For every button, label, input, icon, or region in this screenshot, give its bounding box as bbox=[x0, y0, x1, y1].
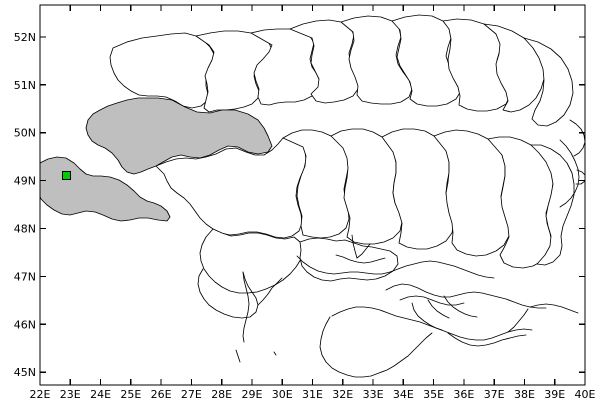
coastline-segment bbox=[385, 283, 499, 298]
coastline-segment bbox=[443, 295, 478, 318]
longitude-label: 25E bbox=[120, 388, 141, 400]
oblast-boundaries bbox=[109, 14, 575, 294]
coastline-segment bbox=[273, 351, 277, 356]
oblast-region[interactable] bbox=[523, 37, 574, 127]
longitude-label: 29E bbox=[241, 388, 262, 400]
longitude-label: 30E bbox=[272, 388, 293, 400]
coastline-segment bbox=[529, 303, 579, 314]
coastline-segment bbox=[399, 295, 465, 306]
longitude-label: 35E bbox=[423, 388, 444, 400]
latitude-label: 48N bbox=[14, 223, 36, 236]
coastline-segment bbox=[447, 332, 527, 347]
coastline-segment bbox=[235, 349, 241, 363]
coastline-segment bbox=[559, 139, 580, 208]
longitude-label: 28E bbox=[211, 388, 232, 400]
geography-layer bbox=[36, 14, 585, 378]
coastline-segment bbox=[497, 296, 547, 309]
map-frame bbox=[39, 4, 586, 386]
coastline-layer bbox=[197, 119, 585, 378]
oblast-region[interactable] bbox=[155, 134, 307, 239]
coastline-segment bbox=[507, 308, 529, 333]
coastline-segment bbox=[356, 243, 371, 259]
site-marker[interactable] bbox=[62, 171, 71, 180]
latitude-label: 50N bbox=[14, 127, 36, 140]
coastline-segment bbox=[257, 277, 283, 306]
coastline-segment bbox=[351, 234, 358, 259]
coastline-segment bbox=[575, 169, 585, 185]
longitude-tick-labels: 22E 23E 24E 25E 26E 27E 28E 29E 30E 31E 32E 33E 34E 3… bbox=[30, 388, 596, 400]
site-marker-layer[interactable] bbox=[62, 171, 71, 180]
longitude-label: 22E bbox=[30, 388, 51, 400]
latitude-tick-labels: 45N 46N 47N 48N 49N 50N 51N 52N bbox=[14, 31, 36, 379]
oblast-region[interactable] bbox=[199, 228, 304, 294]
longitude-label: 34E bbox=[393, 388, 414, 400]
coastline-segment bbox=[427, 299, 450, 319]
latitude-label: 49N bbox=[14, 175, 36, 188]
latitude-label: 47N bbox=[14, 270, 36, 283]
latitude-label: 45N bbox=[14, 366, 36, 379]
oblast-region[interactable] bbox=[530, 144, 575, 266]
coastline-segment bbox=[319, 316, 433, 378]
longitude-label: 39E bbox=[544, 388, 565, 400]
coastline-segment bbox=[242, 271, 250, 343]
longitude-label: 32E bbox=[332, 388, 353, 400]
longitude-label: 26E bbox=[151, 388, 172, 400]
lviv-oblast[interactable] bbox=[85, 97, 273, 175]
longitude-label: 33E bbox=[363, 388, 384, 400]
latitude-label: 46N bbox=[14, 318, 36, 331]
coastline-segment bbox=[335, 254, 386, 264]
longitude-label: 38E bbox=[514, 388, 535, 400]
longitude-label: 40E bbox=[575, 388, 596, 400]
latitude-label: 51N bbox=[14, 79, 36, 92]
coastline-segment bbox=[331, 306, 533, 341]
zakarpattia-oblast[interactable] bbox=[36, 156, 171, 222]
longitude-label: 23E bbox=[60, 388, 81, 400]
highlighted-oblasts bbox=[36, 97, 273, 222]
longitude-label: 24E bbox=[90, 388, 111, 400]
longitude-label: 31E bbox=[302, 388, 323, 400]
longitude-label: 27E bbox=[181, 388, 202, 400]
longitude-label: 36E bbox=[453, 388, 474, 400]
axis-layer: 22E 23E 24E 25E 26E 27E 28E 29E 30E 31E 32E 33E 34E 3… bbox=[14, 4, 596, 400]
latitude-label: 52N bbox=[14, 31, 36, 44]
longitude-label: 37E bbox=[484, 388, 505, 400]
coastline-segment bbox=[197, 268, 259, 319]
coastline-segment bbox=[296, 255, 495, 279]
